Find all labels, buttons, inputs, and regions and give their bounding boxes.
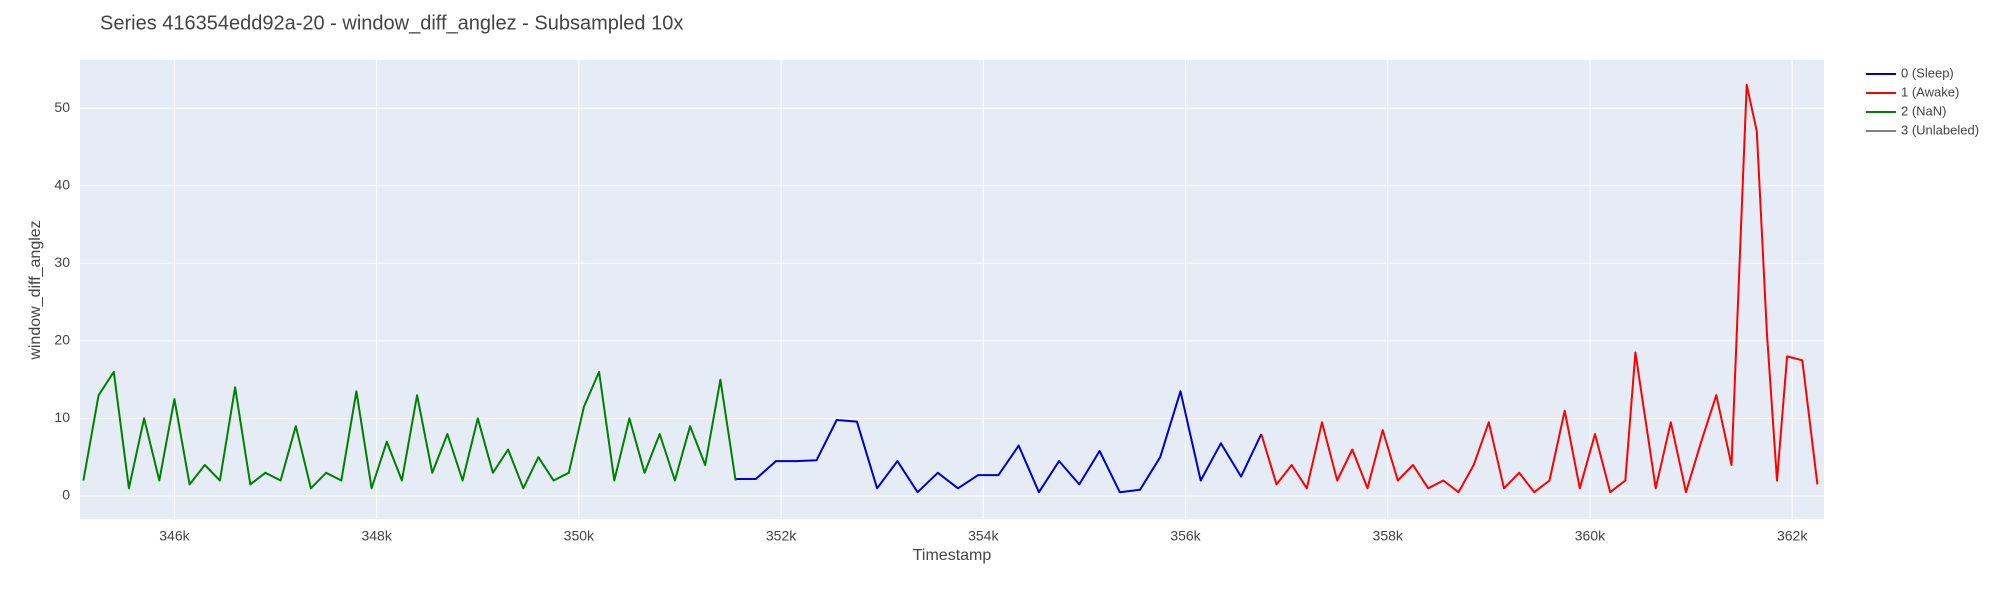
x-tick-label: 346k bbox=[159, 528, 190, 544]
data-line bbox=[82, 370, 737, 490]
x-tick-label: 348k bbox=[361, 528, 392, 544]
y-tick-label: 30 bbox=[54, 254, 70, 270]
y-tick-label: 20 bbox=[54, 332, 70, 348]
y-axis-title: window_diff_anglez bbox=[27, 220, 44, 360]
x-tick-label: 356k bbox=[1170, 528, 1201, 544]
x-tick-label: 350k bbox=[564, 528, 595, 544]
y-tick-label: 10 bbox=[54, 409, 70, 425]
x-tick-label: 354k bbox=[968, 528, 999, 544]
chart-title: Series 416354edd92a-20 - window_diff_ang… bbox=[100, 12, 683, 34]
y-tick-label: 40 bbox=[54, 176, 70, 192]
y-tick-label: 50 bbox=[54, 99, 70, 115]
plot-area bbox=[80, 60, 1824, 519]
legend-label: 1 (Awake) bbox=[1901, 84, 1959, 99]
x-tick-label: 360k bbox=[1575, 528, 1606, 544]
legend-label: 3 (Unlabeled) bbox=[1901, 122, 1979, 137]
data-line bbox=[1260, 83, 1819, 494]
y-tick-label: 0 bbox=[62, 487, 70, 503]
legend-label: 2 (NaN) bbox=[1901, 103, 1947, 118]
x-tick-label: 352k bbox=[766, 528, 797, 544]
x-tick-label: 362k bbox=[1777, 528, 1808, 544]
legend-label: 0 (Sleep) bbox=[1901, 65, 1954, 80]
data-line bbox=[735, 390, 1263, 494]
x-tick-label: 358k bbox=[1373, 528, 1404, 544]
x-axis-title: Timestamp bbox=[913, 547, 992, 564]
